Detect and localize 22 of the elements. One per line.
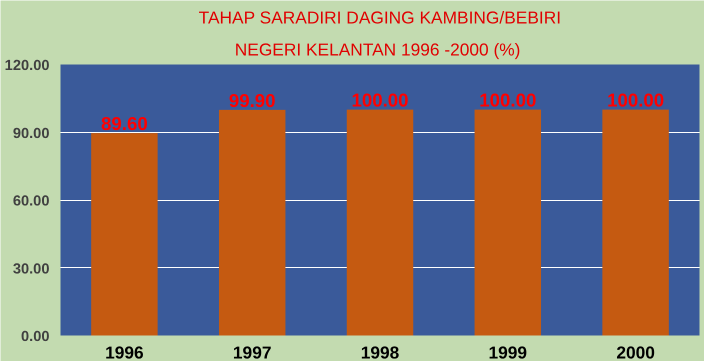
bar — [602, 110, 669, 336]
x-tick-label: 2000 — [616, 342, 655, 361]
data-label: 89.60 — [101, 113, 148, 134]
x-tick-label: 1999 — [488, 342, 528, 361]
data-label: 100.00 — [479, 90, 536, 111]
y-tick-label: 0.00 — [20, 329, 50, 345]
y-tick-label: 90.00 — [12, 126, 50, 142]
bar — [218, 110, 286, 336]
data-label: 99.90 — [228, 90, 276, 111]
y-tick-label: 120.00 — [4, 58, 50, 74]
x-tick-label: 1996 — [105, 342, 144, 361]
y-tick-label: 60.00 — [12, 194, 50, 210]
x-tick-label: 1998 — [360, 342, 400, 361]
bar — [346, 110, 414, 336]
x-tick-label: 1997 — [232, 342, 272, 361]
chart-subtitle: NEGERI KELANTAN 1996 -2000 (%) — [234, 40, 520, 60]
data-label: 100.00 — [607, 90, 664, 111]
y-tick-label: 30.00 — [12, 261, 50, 278]
chart-title: TAHAP SARADIRI DAGING KAMBING/BEBIRI — [198, 8, 562, 28]
bar — [474, 110, 542, 336]
data-label: 100.00 — [351, 90, 409, 111]
bar — [91, 133, 158, 336]
